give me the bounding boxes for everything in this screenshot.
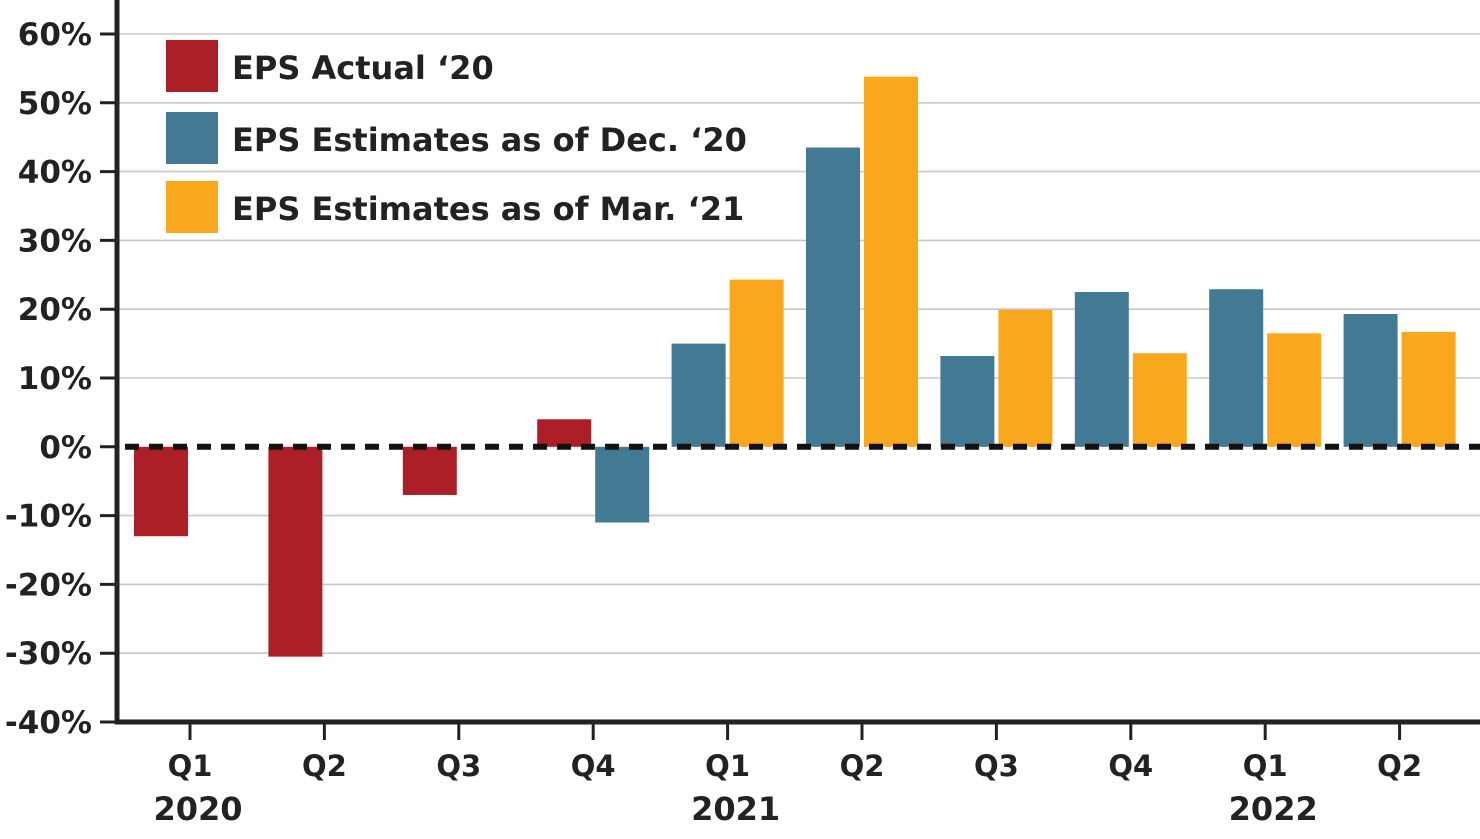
bar bbox=[1132, 353, 1187, 447]
bar bbox=[402, 446, 457, 495]
bar bbox=[537, 419, 592, 447]
legend-label: EPS Actual ‘20 bbox=[232, 49, 494, 87]
legend: EPS Actual ‘20 EPS Estimates as of Dec. ‘… bbox=[166, 40, 747, 233]
y-tick-label: 60% bbox=[18, 17, 92, 53]
x-tick-label: Q4 bbox=[571, 749, 616, 783]
legend-swatch bbox=[166, 181, 218, 233]
y-tick-label: -20% bbox=[5, 567, 92, 603]
legend-label: EPS Estimates as of Mar. ‘21 bbox=[232, 190, 744, 228]
y-tick-label: -30% bbox=[5, 636, 92, 672]
y-tick-label: 10% bbox=[18, 361, 92, 397]
y-tick-label: 30% bbox=[18, 223, 92, 259]
year-label: 2022 bbox=[1229, 790, 1318, 828]
x-tick-label: Q2 bbox=[302, 749, 347, 783]
x-tick-label: Q2 bbox=[1377, 749, 1422, 783]
x-tick-label: Q3 bbox=[436, 749, 481, 783]
bar bbox=[998, 309, 1053, 447]
x-tick-label: Q1 bbox=[168, 749, 213, 783]
y-tick-label: 40% bbox=[18, 155, 92, 191]
bar bbox=[940, 355, 995, 447]
y-tick-label: 20% bbox=[18, 292, 92, 328]
x-tick-label: Q1 bbox=[1243, 749, 1288, 783]
x-tick-label: Q1 bbox=[705, 749, 750, 783]
bar bbox=[1343, 314, 1398, 447]
x-tick-label: Q3 bbox=[974, 749, 1019, 783]
x-tick-label: Q2 bbox=[840, 749, 885, 783]
y-tick-label: 50% bbox=[18, 86, 92, 122]
bar bbox=[1209, 289, 1264, 447]
bar bbox=[595, 446, 650, 523]
bar-layer bbox=[134, 76, 1456, 657]
bar bbox=[1074, 292, 1129, 447]
y-tick-label: 0% bbox=[39, 430, 92, 466]
bar bbox=[806, 147, 860, 447]
legend-label: EPS Estimates as of Dec. ‘20 bbox=[232, 121, 747, 159]
bar bbox=[134, 446, 188, 537]
y-tick-label: -40% bbox=[5, 705, 92, 741]
bar bbox=[671, 343, 726, 447]
y-tick-label: -10% bbox=[5, 499, 92, 535]
bar bbox=[1267, 333, 1322, 447]
year-label: 2020 bbox=[153, 790, 242, 828]
bar bbox=[1401, 331, 1456, 447]
bar bbox=[729, 279, 784, 447]
bar bbox=[864, 76, 918, 447]
bar bbox=[268, 446, 323, 657]
axis-layer: 60% 50% 40% 30% 20% 10% 0% -10% -20% -30% -40% Q1 Q2… bbox=[5, 0, 1480, 828]
legend-swatch bbox=[166, 40, 218, 92]
year-label: 2021 bbox=[691, 790, 780, 828]
x-tick-label: Q4 bbox=[1108, 749, 1153, 783]
legend-swatch bbox=[166, 112, 218, 164]
